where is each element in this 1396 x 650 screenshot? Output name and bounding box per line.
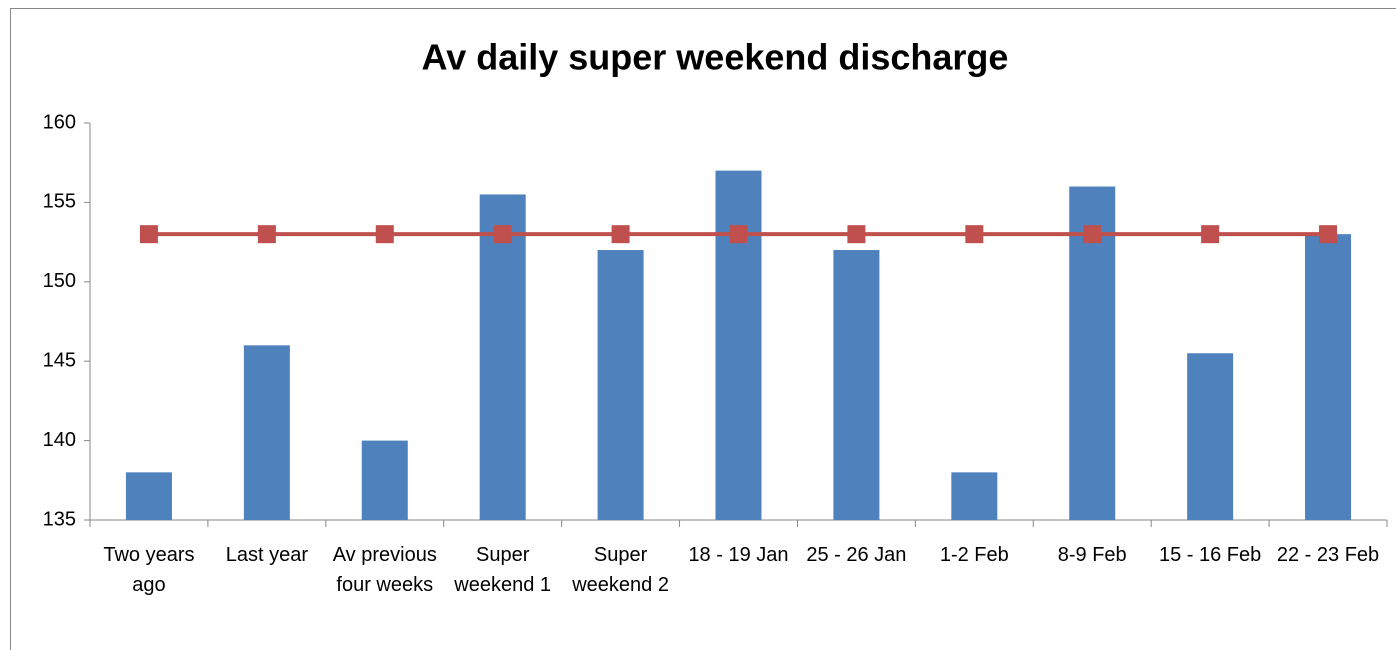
x-tick-label: Last year: [225, 544, 308, 566]
y-tick-label: 160: [43, 111, 76, 133]
y-tick-label: 140: [43, 429, 76, 451]
x-tick-label: Av previous four weeks: [332, 544, 437, 596]
bar: [715, 170, 762, 520]
bar: [125, 472, 172, 520]
line-marker: [611, 225, 630, 244]
x-tick-label: 18 - 19 Jan: [688, 544, 789, 566]
line-marker: [1083, 225, 1102, 244]
x-tick-label: Super weekend 2: [572, 544, 669, 596]
line-marker: [375, 225, 394, 244]
x-tick-label: Super weekend 1: [454, 544, 552, 596]
chart-title: Av daily super weekend discharge: [422, 37, 1009, 78]
bar: [479, 194, 526, 520]
line-marker: [729, 225, 748, 244]
bar: [361, 440, 408, 520]
x-tick-label: 8-9 Feb: [1057, 544, 1127, 566]
x-tick-label: 1-2 Feb: [939, 544, 1009, 566]
chart-frame: [10, 8, 1396, 650]
x-tick-label: Two years ago: [103, 544, 195, 596]
y-tick-label: 155: [43, 191, 76, 213]
line-marker: [1201, 225, 1220, 244]
y-tick-label: 145: [43, 349, 76, 371]
x-tick-label: 22 - 23 Feb: [1276, 544, 1380, 566]
line-marker: [1319, 225, 1338, 244]
bar: [833, 250, 880, 521]
bar: [597, 250, 644, 521]
line-marker: [139, 225, 158, 244]
line-marker: [847, 225, 866, 244]
line-marker: [257, 225, 276, 244]
line-marker: [493, 225, 512, 244]
y-tick-label: 135: [43, 508, 76, 530]
bar: [1305, 234, 1352, 520]
bar: [951, 472, 998, 520]
bar: [1187, 353, 1234, 520]
bar: [243, 345, 290, 520]
x-tick-label: 15 - 16 Feb: [1158, 544, 1262, 566]
line-marker: [965, 225, 984, 244]
x-tick-label: 25 - 26 Jan: [806, 544, 907, 566]
y-tick-label: 150: [43, 270, 76, 292]
